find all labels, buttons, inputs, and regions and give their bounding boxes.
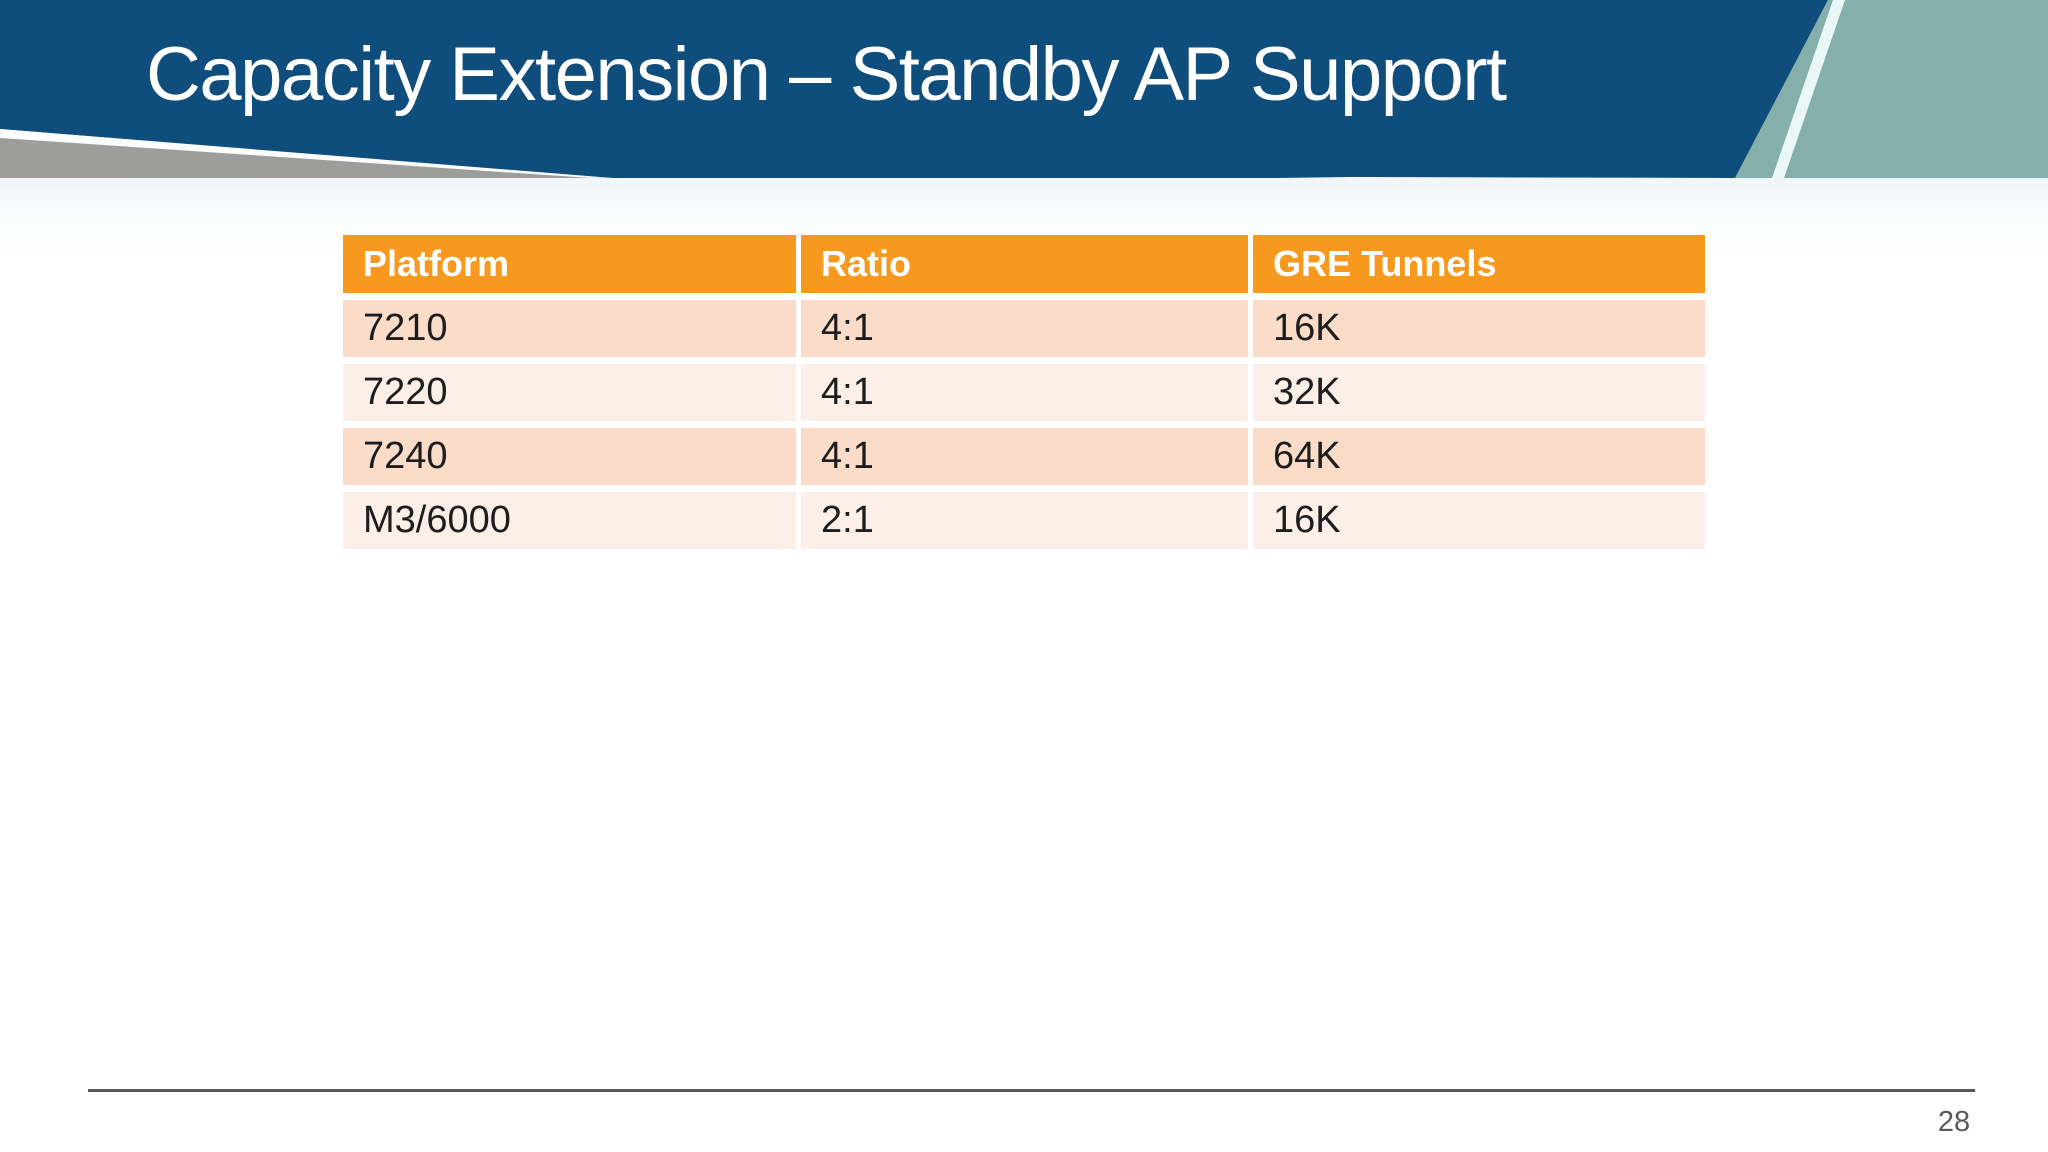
capacity-table: Platform Ratio GRE Tunnels 7210 4:1 16K …: [343, 235, 1705, 549]
table-cell-platform: 7240: [343, 428, 796, 485]
table-cell-platform: 7210: [343, 300, 796, 357]
header-banner: [0, 0, 1828, 183]
table-cell-tunnels: 16K: [1253, 492, 1705, 549]
table-cell-ratio: 4:1: [801, 428, 1248, 485]
table-header-ratio: Ratio: [801, 235, 1248, 293]
table-cell-ratio: 4:1: [801, 364, 1248, 421]
page-number: 28: [1937, 1106, 1971, 1138]
table-cell-platform: 7220: [343, 364, 796, 421]
footer-divider: [88, 1089, 1975, 1092]
table-header-gre-tunnels: GRE Tunnels: [1253, 235, 1705, 293]
table-cell-tunnels: 16K: [1253, 300, 1705, 357]
table-cell-ratio: 4:1: [801, 300, 1248, 357]
table-cell-tunnels: 32K: [1253, 364, 1705, 421]
table-header-platform: Platform: [343, 235, 796, 293]
slide-title: Capacity Extension – Standby AP Support: [146, 31, 1507, 117]
table-cell-tunnels: 64K: [1253, 428, 1705, 485]
table-cell-platform: M3/6000: [343, 492, 796, 549]
table-cell-ratio: 2:1: [801, 492, 1248, 549]
